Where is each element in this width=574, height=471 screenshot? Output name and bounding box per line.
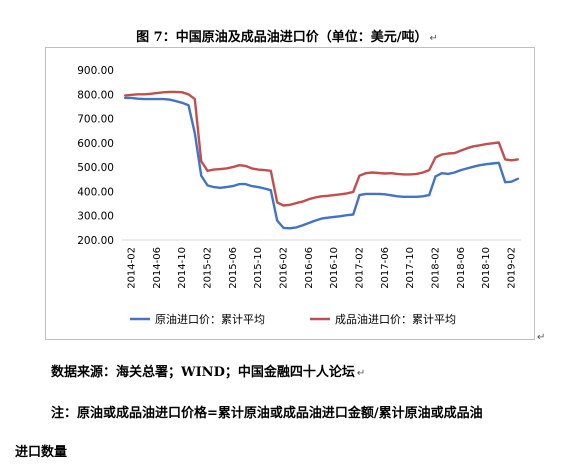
x-tick-label: 2019-02: [507, 247, 518, 289]
x-tick-label: 2016-10: [329, 247, 340, 289]
y-tick-label: 700.00: [77, 114, 114, 126]
x-tick-label: 2015-06: [228, 247, 239, 289]
series-line-refined-oil: [123, 90, 519, 207]
y-tick-label: 400.00: [77, 186, 114, 198]
x-tick-label: 2016-02: [279, 247, 290, 289]
x-tick-label: 2017-10: [405, 247, 416, 289]
x-tick-label: 2015-10: [253, 247, 264, 289]
legend-entry: 成品油进口价：累计平均: [335, 312, 456, 326]
series-line-crude-oil: [123, 96, 519, 230]
y-tick-label: 800.00: [77, 89, 114, 101]
note-line-continued: 进口数量: [15, 445, 68, 460]
x-tick-label: 2017-06: [380, 247, 391, 289]
y-tick-label: 500.00: [77, 162, 114, 174]
paragraph-mark-icon: ↵: [356, 368, 366, 379]
x-tick-label: 2018-02: [431, 247, 442, 289]
y-tick-label: 300.00: [77, 211, 114, 223]
x-tick-label: 2016-06: [304, 247, 315, 289]
paragraph-mark-icon: ↵: [429, 33, 438, 44]
y-tick-label: 900.00: [77, 65, 114, 77]
x-tick-label: 2017-02: [355, 247, 366, 289]
x-tick-label: 2014-02: [127, 247, 138, 289]
x-tick-label: 2018-06: [456, 247, 467, 289]
y-tick-label: 200.00: [77, 235, 114, 247]
x-tick-label: 2014-10: [177, 247, 188, 289]
chart-paragraph-mark-icon: ↵: [537, 332, 546, 343]
figure-title: 图 7：中国原油及成品油进口价（单位：美元/吨） ↵: [136, 30, 438, 45]
line-chart: 200.00 300.00 400.00 500.00 600.00 700.00 800.…: [77, 65, 521, 326]
y-tick-label: 600.00: [77, 138, 114, 150]
legend-entry: 原油进口价：累计平均: [155, 312, 265, 326]
note-line: 注：原油或成品油进口价格=累计原油或成品油进口金额/累计原油或成品油: [51, 406, 483, 421]
x-tick-label: 2015-02: [203, 247, 214, 289]
x-tick-label: 2014-06: [152, 247, 163, 289]
source-line: 数据来源：海关总署；WIND；中国金融四十人论坛 ↵: [51, 365, 366, 380]
x-tick-label: 2018-10: [481, 247, 492, 289]
